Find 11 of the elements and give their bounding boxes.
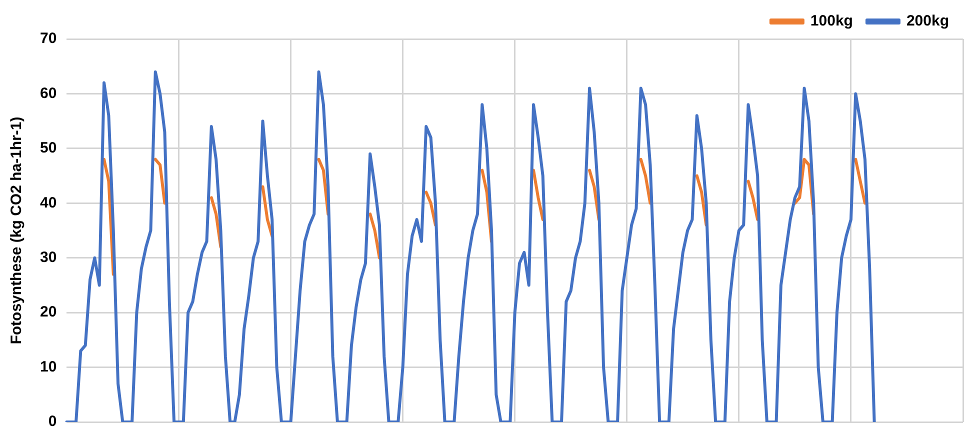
legend-label: 200kg <box>906 12 950 30</box>
y-tick-label: 50 <box>40 140 57 157</box>
legend-label: 100kg <box>810 12 853 30</box>
y-tick-label: 40 <box>40 194 57 212</box>
y-axis-title: Fotosynthese (kg CO2 ha-1hr-1) <box>8 116 26 344</box>
y-tick-label: 60 <box>40 84 57 102</box>
y-tick-label: 0 <box>48 413 57 430</box>
y-tick-label: 20 <box>40 304 57 321</box>
y-tick-label: 10 <box>40 358 57 376</box>
y-tick-label: 70 <box>40 30 57 48</box>
y-tick-label: 30 <box>40 249 57 266</box>
